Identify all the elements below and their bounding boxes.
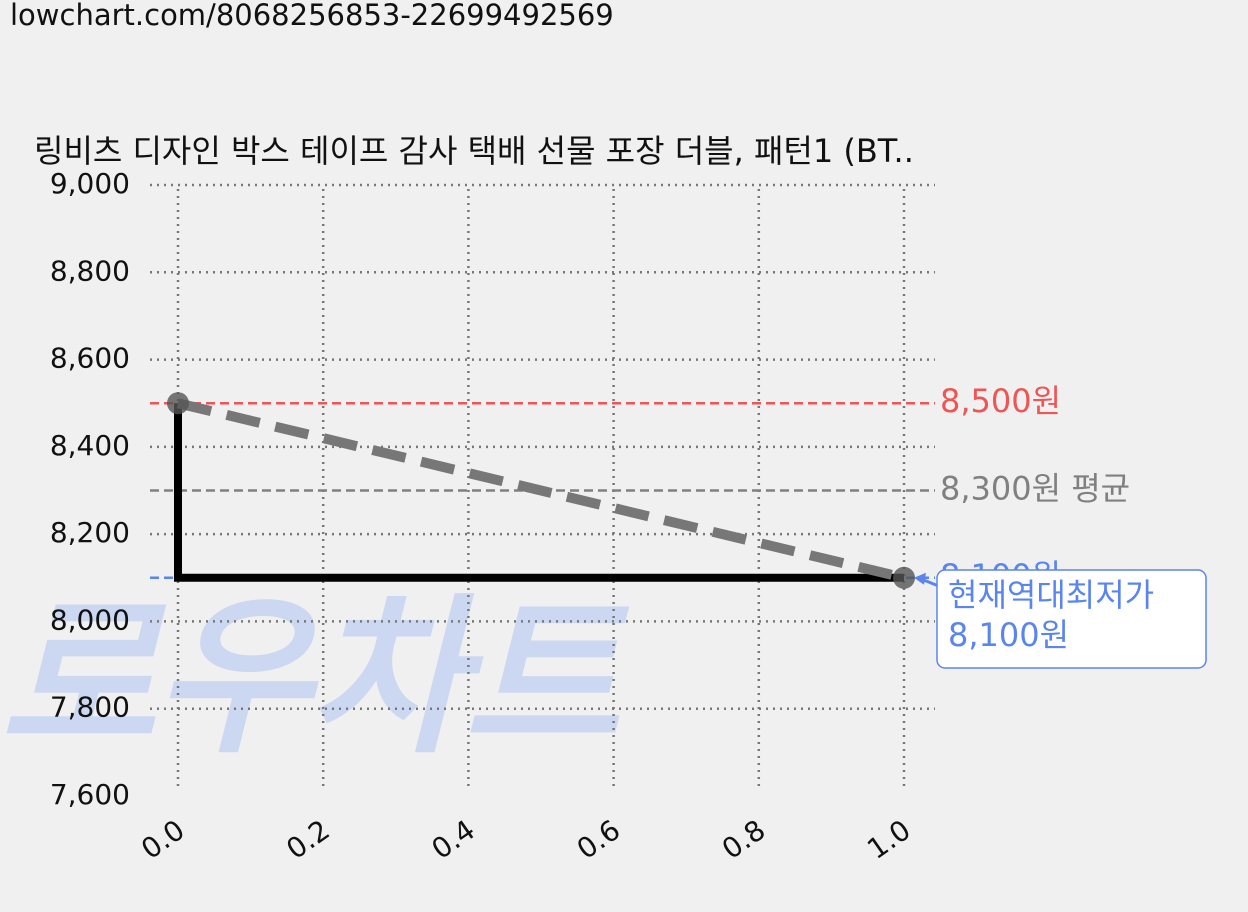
watermark: 로우차트 (0, 579, 630, 777)
reference-label: 8,300원 평균 (940, 470, 1130, 508)
url: lowchart.com/8068256853-22699492569 (10, 0, 614, 32)
y-tick-label: 7,600 (50, 778, 130, 811)
x-tick-label: 0.6 (571, 813, 626, 866)
y-tick-label: 8,800 (50, 254, 130, 287)
x-tick-label: 0.0 (135, 813, 190, 866)
annotation-text: 8,100원 (948, 616, 1069, 654)
x-tick-label: 0.8 (716, 813, 771, 866)
point-marker (167, 392, 189, 415)
x-tick-label: 1.0 (861, 813, 916, 866)
y-tick-label: 8,000 (50, 603, 130, 636)
annotation-arrowhead (914, 572, 926, 585)
annotation-text: 현재역대최저가 (948, 576, 1154, 614)
chart-title: 링비츠 디자인 박스 테이프 감사 택배 선물 포장 더블, 패턴1 (BT.. (34, 132, 914, 170)
series-line (176, 398, 906, 583)
y-tick-label: 9,000 (50, 167, 130, 200)
x-tick-label: 0.4 (426, 813, 481, 866)
y-tick-label: 8,400 (50, 429, 130, 462)
series-line (174, 403, 904, 582)
point-marker (893, 566, 915, 589)
x-tick-label: 0.2 (280, 813, 335, 866)
annotation-box (936, 569, 1207, 669)
y-tick-label: 7,800 (50, 691, 130, 724)
reference-label: 8,500원 (940, 382, 1061, 420)
y-tick-label: 8,200 (50, 516, 130, 549)
y-tick-label: 8,600 (50, 342, 130, 375)
